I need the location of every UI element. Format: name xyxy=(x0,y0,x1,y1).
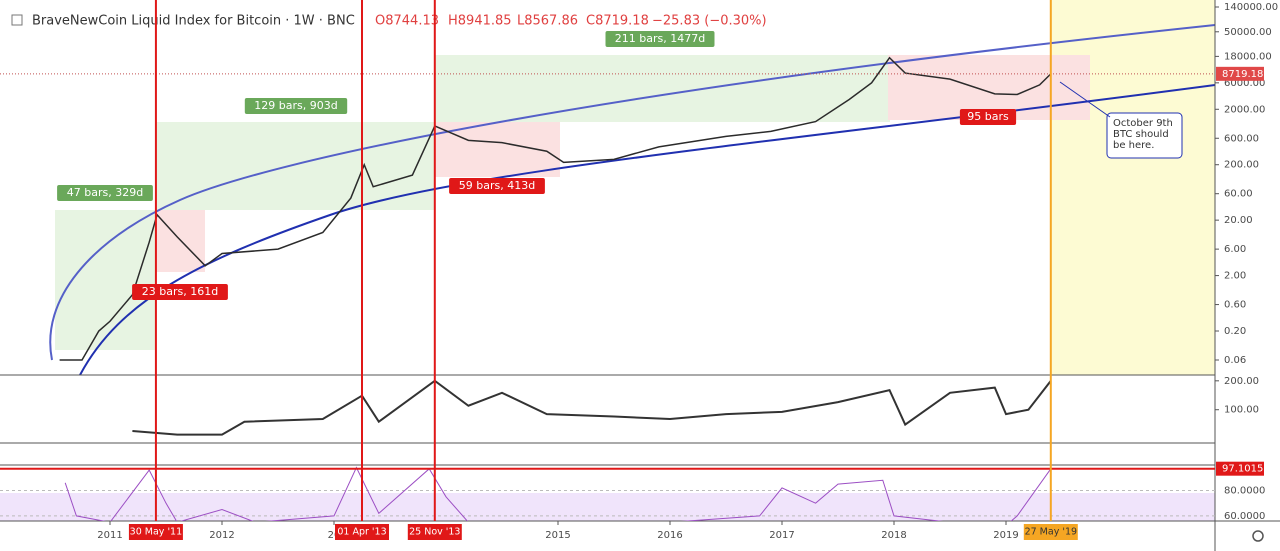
close: C8719.18 xyxy=(586,14,649,29)
level-tag xyxy=(1216,461,1264,476)
y-tick-label: 60.00 xyxy=(1224,189,1253,200)
measure-label: 95 bars xyxy=(967,110,1009,123)
marker-label: 27 May '19 xyxy=(1025,527,1077,538)
measure-label: 47 bars, 329d xyxy=(67,186,143,199)
y-tick-label: 18000.00 xyxy=(1224,51,1272,62)
measure-label: 211 bars, 1477d xyxy=(615,32,705,45)
x-tick-label: 2015 xyxy=(545,530,570,541)
x-tick-label: 2017 xyxy=(769,530,794,541)
measure-label: 23 bars, 161d xyxy=(142,285,218,298)
y-tick-label: 6.00 xyxy=(1224,244,1246,255)
marker-tag xyxy=(335,524,389,540)
y-tick-label: 2000.00 xyxy=(1224,104,1265,115)
y-tick-label: 60.0000 xyxy=(1224,511,1265,522)
low: L8567.86 xyxy=(517,14,578,29)
marker-tag xyxy=(407,524,462,540)
y-tick-label: 2.00 xyxy=(1224,271,1246,282)
marker-label: 25 Nov '13 xyxy=(409,527,460,538)
measure-tag xyxy=(605,31,715,47)
measure-tag xyxy=(449,178,545,194)
y-tick-label: 50000.00 xyxy=(1224,27,1272,38)
y-tick-label: 140000.00 xyxy=(1224,2,1278,13)
callout-text: October 9th xyxy=(1113,118,1173,129)
measure-tag xyxy=(57,185,153,201)
x-tick-label: 2018 xyxy=(881,530,906,541)
y-tick-label: 200.00 xyxy=(1224,160,1259,171)
x-tick-label: 2019 xyxy=(993,530,1018,541)
y-tick-label: 100.00 xyxy=(1224,405,1259,416)
rsi-band xyxy=(0,493,1215,521)
y-tick-label: 0.06 xyxy=(1224,355,1246,366)
y-tick-label: 200.00 xyxy=(1224,376,1259,387)
y-tick-label: 20.00 xyxy=(1224,215,1253,226)
title: BraveNewCoin Liquid Index for Bitcoin · … xyxy=(32,14,355,29)
callout-text: be here. xyxy=(1113,140,1154,151)
measure-tag xyxy=(132,284,228,300)
change: −25.83 (−0.30%) xyxy=(652,14,767,29)
collapse-icon[interactable] xyxy=(11,14,23,26)
marker-tag xyxy=(128,524,183,540)
y-tick-label: 6000.00 xyxy=(1224,78,1265,89)
marker-label: 01 Apr '13 xyxy=(337,527,386,538)
y-tick-label: 80.0000 xyxy=(1224,485,1265,496)
x-tick-label: 2011 xyxy=(97,530,122,541)
measure-tag xyxy=(244,98,348,114)
marker-tag xyxy=(1023,524,1078,540)
y-tick-label: 600.00 xyxy=(1224,133,1259,144)
measure-label: 129 bars, 903d xyxy=(254,99,337,112)
open: O8744.13 xyxy=(375,14,439,29)
x-tick-label: 20 xyxy=(328,530,341,541)
price-line xyxy=(59,56,1052,361)
rsi-line xyxy=(64,466,1052,521)
measure-label: 59 bars, 413d xyxy=(459,179,535,192)
level-label: 97.1015 xyxy=(1222,464,1263,475)
callout-arrow xyxy=(1059,81,1111,118)
indicator-line xyxy=(132,379,1052,436)
x-tick-label: 2012 xyxy=(209,530,234,541)
high: H8941.85 xyxy=(448,14,512,29)
callout-box xyxy=(1106,112,1183,159)
last-price-label: 8719.18 xyxy=(1222,69,1263,80)
marker-label: 30 May '11 xyxy=(130,527,182,538)
upper-curve xyxy=(49,24,1215,361)
y-tick-label: 0.60 xyxy=(1224,300,1246,311)
callout-text: BTC should xyxy=(1113,129,1169,140)
range-boxes xyxy=(55,55,1090,350)
x-tick-label: 2016 xyxy=(657,530,682,541)
measure-tag xyxy=(959,109,1017,125)
y-tick-label: 0.20 xyxy=(1224,326,1246,337)
last-price-tag xyxy=(1216,66,1264,81)
settings-icon[interactable] xyxy=(1252,530,1264,542)
